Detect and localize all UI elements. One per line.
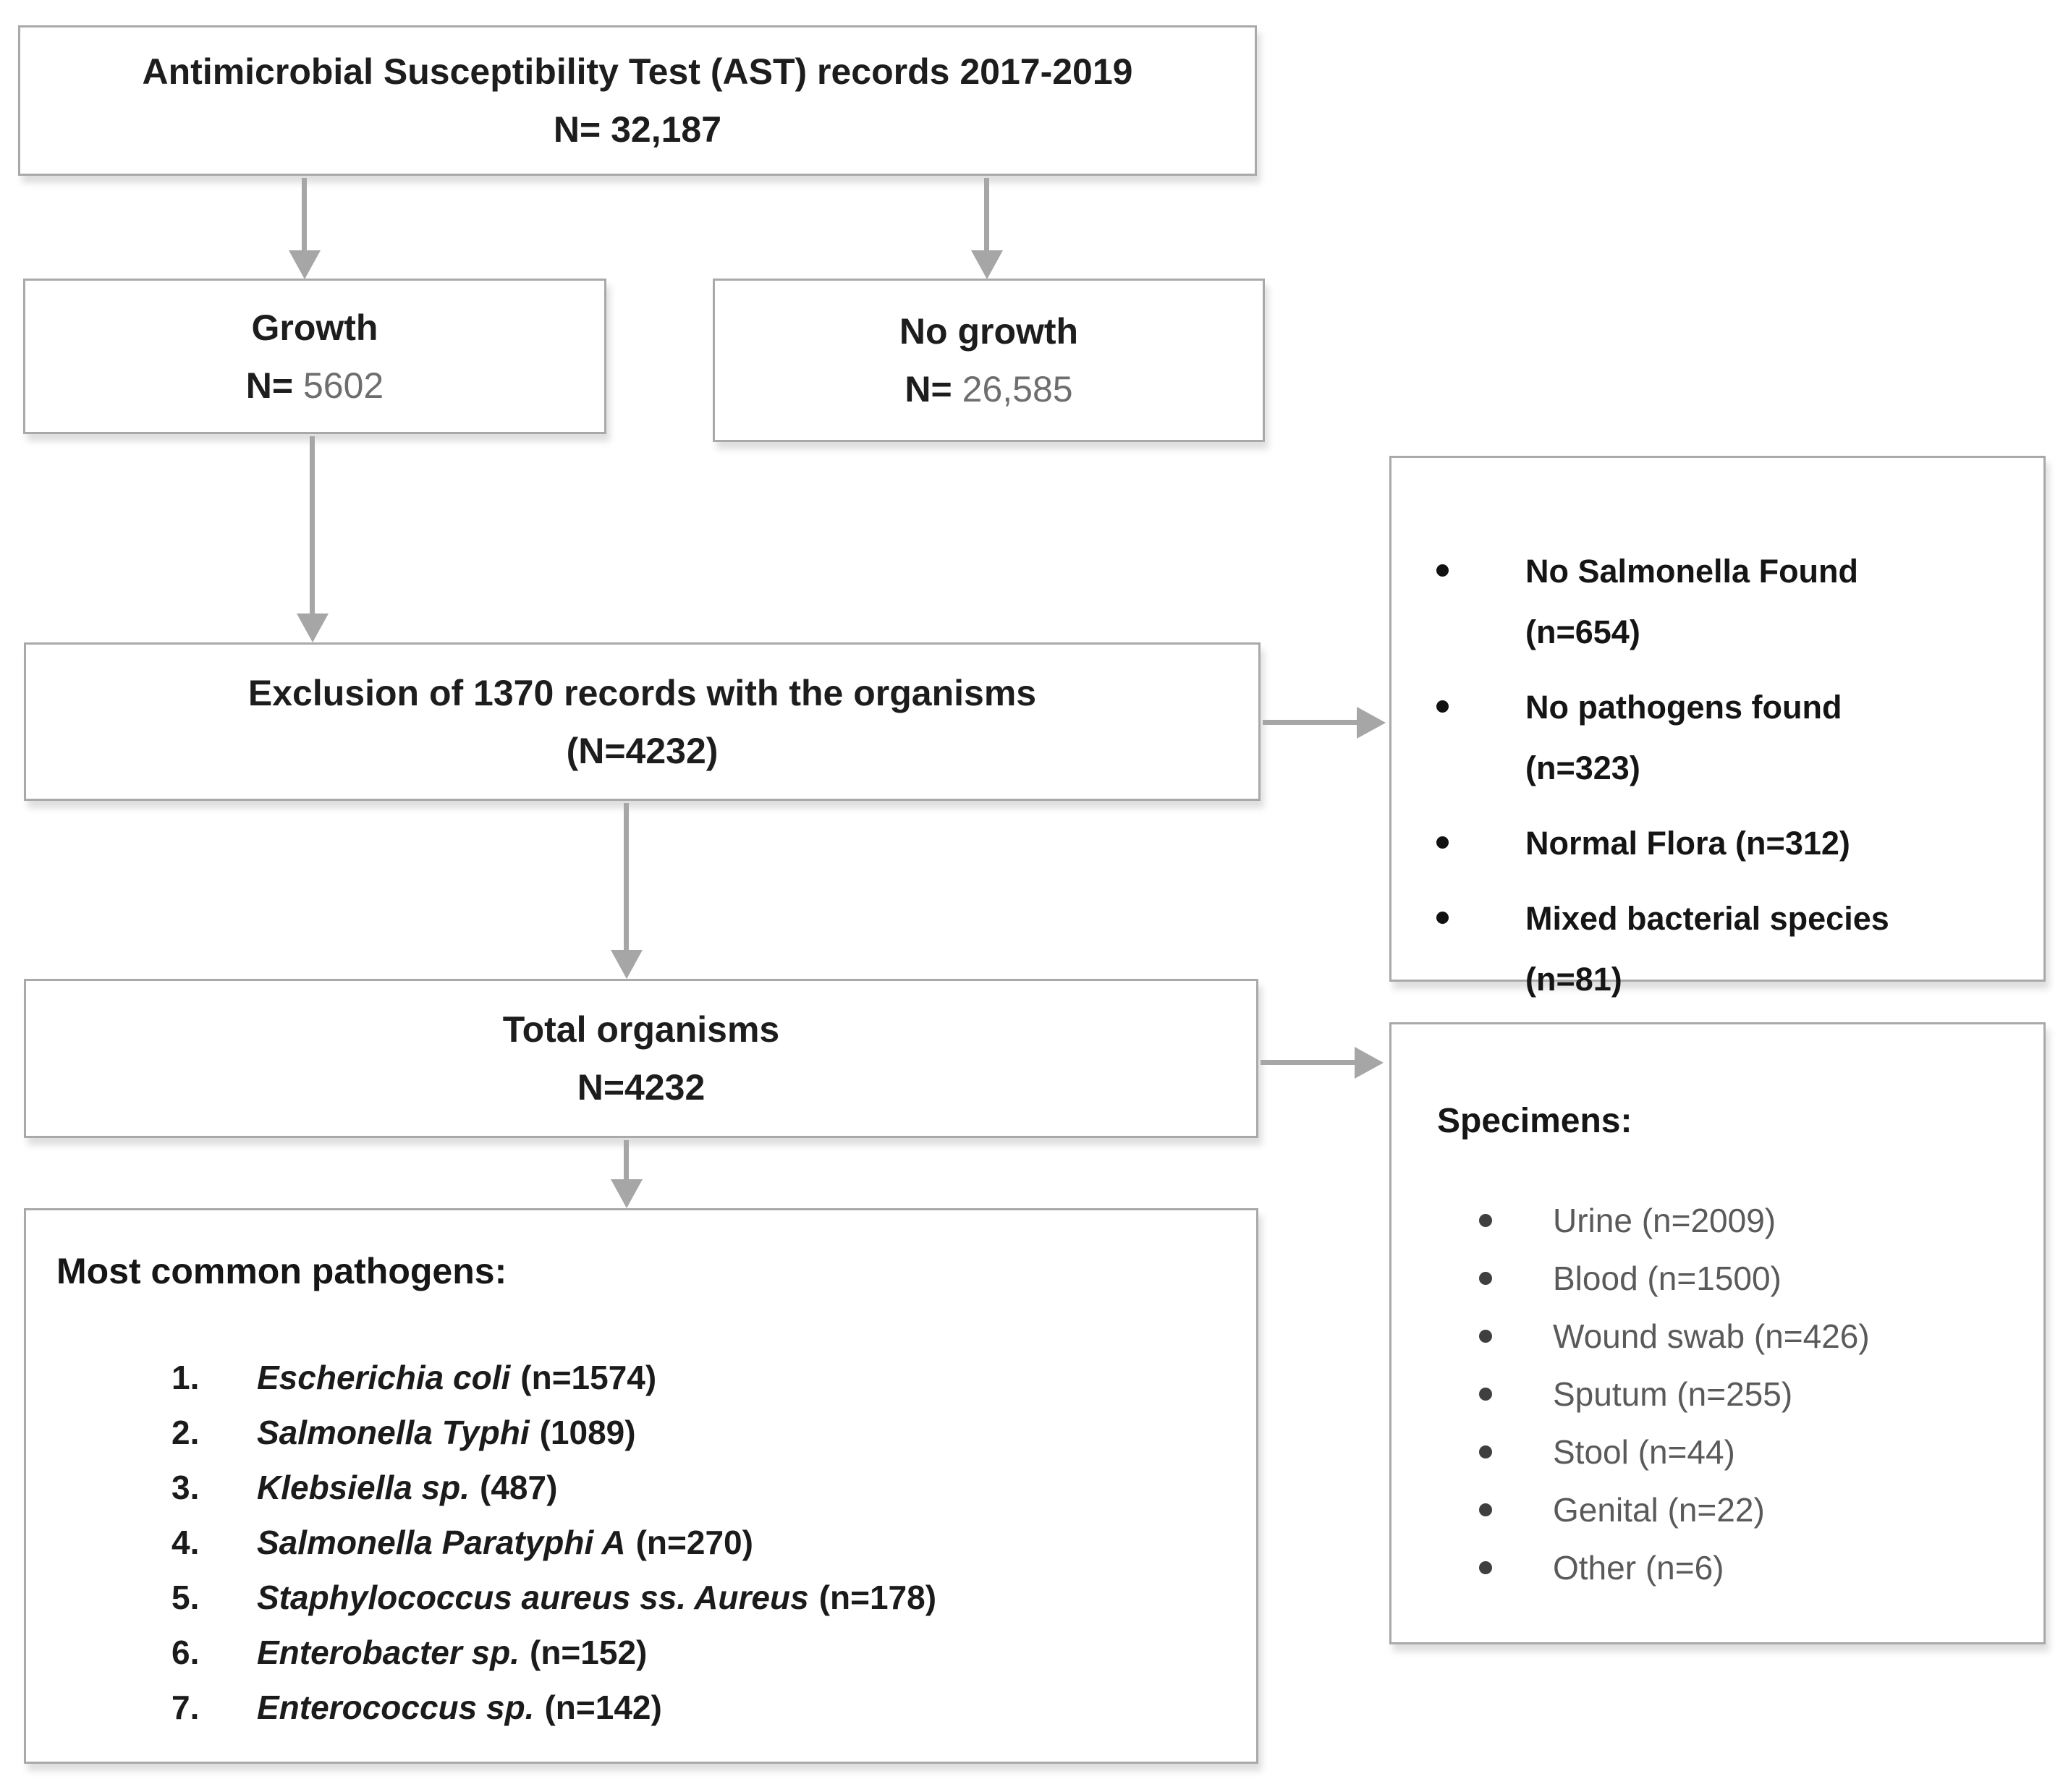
specimen-item: Other (n=6) (1437, 1539, 2015, 1597)
excluded-reason-item: No Salmonella Found (n=654) (1391, 541, 2004, 663)
pathogen-item: 5. Staphylococcus aureus ss. Aureus (n=178… (171, 1579, 937, 1616)
growth-box: Growth N= 5602 (23, 279, 606, 434)
pathogen-item: 6. Enterobacter sp. (n=152) (171, 1634, 648, 1671)
pathogens-header: Most common pathogens: (56, 1251, 507, 1291)
bullet-icon (1479, 1561, 1492, 1574)
pathogen-item: 3. Klebsiella sp. (487) (171, 1469, 558, 1506)
total-organisms-box: Total organisms N=4232 (24, 979, 1258, 1138)
ast-records-title: Antimicrobial Susceptibility Test (AST) … (142, 51, 1133, 92)
bullet-icon (1436, 836, 1449, 849)
specimen-item: Stool (n=44) (1437, 1423, 2015, 1481)
total-organisms-count: N=4232 (577, 1067, 706, 1108)
specimen-item: Blood (n=1500) (1437, 1249, 2015, 1307)
excluded-reason-item: No pathogens found (n=323) (1391, 677, 2004, 799)
excluded-reason-item: Mixed bacterial species (n=81) (1391, 888, 2004, 1010)
specimens-header: Specimens: (1437, 1102, 1632, 1140)
pathogens-list: 1. Escherichia coli (n=1574) 2. Salmonella … (56, 1350, 1227, 1735)
excluded-reason-item: Normal Flora (n=312) (1391, 813, 2004, 874)
no-growth-title: No growth (899, 311, 1079, 352)
specimens-list: Urine (n=2009) Blood (n=1500) Wound swab… (1437, 1192, 2015, 1597)
bullet-icon (1479, 1503, 1492, 1516)
excluded-reasons-box: No Salmonella Found (n=654) No pathogens… (1389, 456, 2046, 998)
pathogens-box: Most common pathogens: 1. Escherichia col… (24, 1208, 1258, 1764)
bullet-icon (1436, 700, 1449, 713)
pathogen-item: 4. Salmonella Paratyphi A (n=270) (171, 1524, 753, 1561)
specimen-item: Genital (n=22) (1437, 1481, 2015, 1539)
specimen-item: Urine (n=2009) (1437, 1192, 2015, 1249)
bullet-icon (1479, 1388, 1492, 1401)
growth-count: N= 5602 (245, 365, 384, 406)
ast-records-box: Antimicrobial Susceptibility Test (AST) … (18, 25, 1257, 176)
pathogen-item: 1. Escherichia coli (n=1574) (171, 1359, 657, 1396)
no-growth-count: N= 26,585 (905, 369, 1073, 409)
ast-records-count: N= 32,187 (553, 109, 722, 150)
bullet-icon (1479, 1272, 1492, 1285)
bullet-icon (1436, 564, 1449, 577)
pathogen-item: 7. Enterococcus sp. (n=142) (171, 1689, 662, 1726)
exclusion-count: (N=4232) (566, 730, 719, 771)
no-growth-box: No growth N= 26,585 (713, 279, 1265, 442)
specimen-item: Sputum (n=255) (1437, 1365, 2015, 1423)
specimen-item: Wound swab (n=426) (1437, 1307, 2015, 1365)
bullet-icon (1479, 1214, 1492, 1227)
specimens-box: Specimens: Urine (n=2009) Blood (n=1500)… (1389, 1022, 2046, 1644)
pathogen-item: 2. Salmonella Typhi (1089) (171, 1414, 636, 1451)
growth-title: Growth (251, 307, 378, 348)
bullet-icon (1436, 912, 1449, 924)
exclusion-box: Exclusion of 1370 records with the organ… (24, 642, 1261, 801)
exclusion-line1: Exclusion of 1370 records with the organ… (247, 672, 1037, 713)
total-organisms-title: Total organisms (502, 1009, 780, 1050)
bullet-icon (1479, 1330, 1492, 1343)
bullet-icon (1479, 1445, 1492, 1458)
